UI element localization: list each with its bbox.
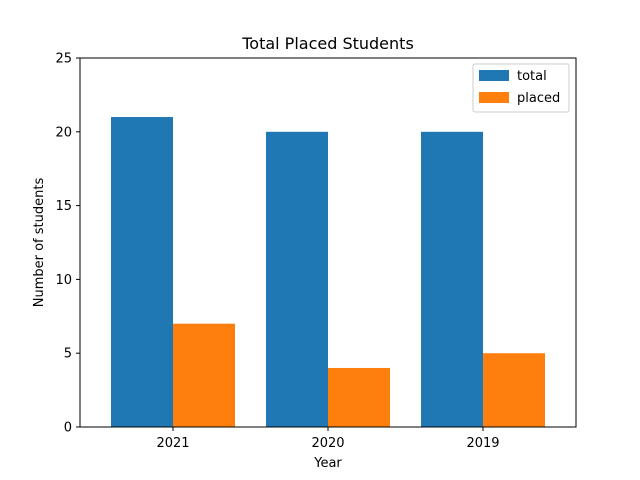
x-axis-label: Year bbox=[313, 456, 342, 471]
bar-placed-2020 bbox=[328, 367, 390, 427]
y-tick-label: 25 bbox=[55, 52, 72, 67]
x-tick-label: 2020 bbox=[311, 436, 344, 451]
bar-total-2021 bbox=[111, 117, 173, 427]
x-tick-label: 2021 bbox=[156, 436, 189, 451]
legend-label-total: total bbox=[517, 69, 547, 84]
y-tick-label: 20 bbox=[55, 125, 72, 140]
x-axis: 2021 2020 2019 bbox=[156, 427, 500, 451]
y-axis-label: Number of students bbox=[32, 178, 47, 308]
x-tick-label: 2019 bbox=[466, 436, 499, 451]
y-axis: 0 5 10 15 20 25 bbox=[55, 52, 80, 436]
chart-title: Total Placed Students bbox=[241, 34, 414, 53]
bar-placed-2021 bbox=[173, 323, 235, 427]
bar-placed-2019 bbox=[483, 353, 545, 427]
legend: total placed bbox=[472, 63, 570, 113]
legend-swatch-total bbox=[479, 70, 509, 81]
legend-label-placed: placed bbox=[517, 91, 560, 106]
y-tick-label: 0 bbox=[64, 421, 72, 436]
y-tick-label: 15 bbox=[55, 199, 72, 214]
bar-total-2019 bbox=[421, 131, 483, 428]
bar-total-2020 bbox=[266, 131, 328, 428]
legend-swatch-placed bbox=[479, 92, 509, 103]
bars-group bbox=[111, 117, 545, 428]
y-tick-label: 10 bbox=[55, 273, 72, 288]
y-tick-label: 5 bbox=[64, 347, 72, 362]
